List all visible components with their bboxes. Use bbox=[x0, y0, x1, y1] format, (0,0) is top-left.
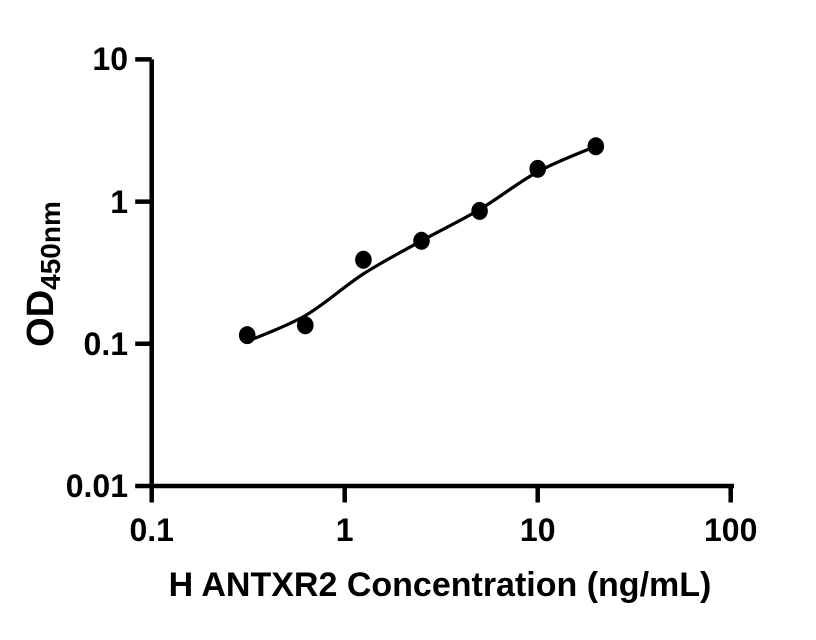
data-point bbox=[413, 231, 430, 250]
data-point bbox=[238, 326, 256, 345]
y-axis-title-subscript: 450nm bbox=[35, 201, 66, 290]
x-tick-label: 100 bbox=[703, 512, 758, 548]
data-point bbox=[529, 159, 546, 178]
y-tick-label: 0.1 bbox=[83, 325, 128, 362]
y-tick-label: 10 bbox=[92, 41, 128, 78]
axis-spines bbox=[149, 59, 734, 489]
y-axis-title-main: OD bbox=[20, 289, 62, 347]
data-point bbox=[355, 250, 372, 269]
x-axis-title: H ANTXR2 Concentration (ng/mL) bbox=[168, 566, 712, 604]
y-tick-label: 1 bbox=[110, 183, 128, 220]
x-tick-label: 10 bbox=[519, 512, 556, 548]
x-tick-label: 1 bbox=[335, 512, 354, 548]
y-tick-label: 0.01 bbox=[65, 468, 128, 504]
x-tick-label: 0.1 bbox=[129, 512, 174, 548]
y-axis-title: OD 450nm bbox=[20, 174, 66, 374]
data-point bbox=[587, 137, 605, 156]
data-point bbox=[471, 201, 488, 220]
data-point bbox=[297, 316, 314, 335]
